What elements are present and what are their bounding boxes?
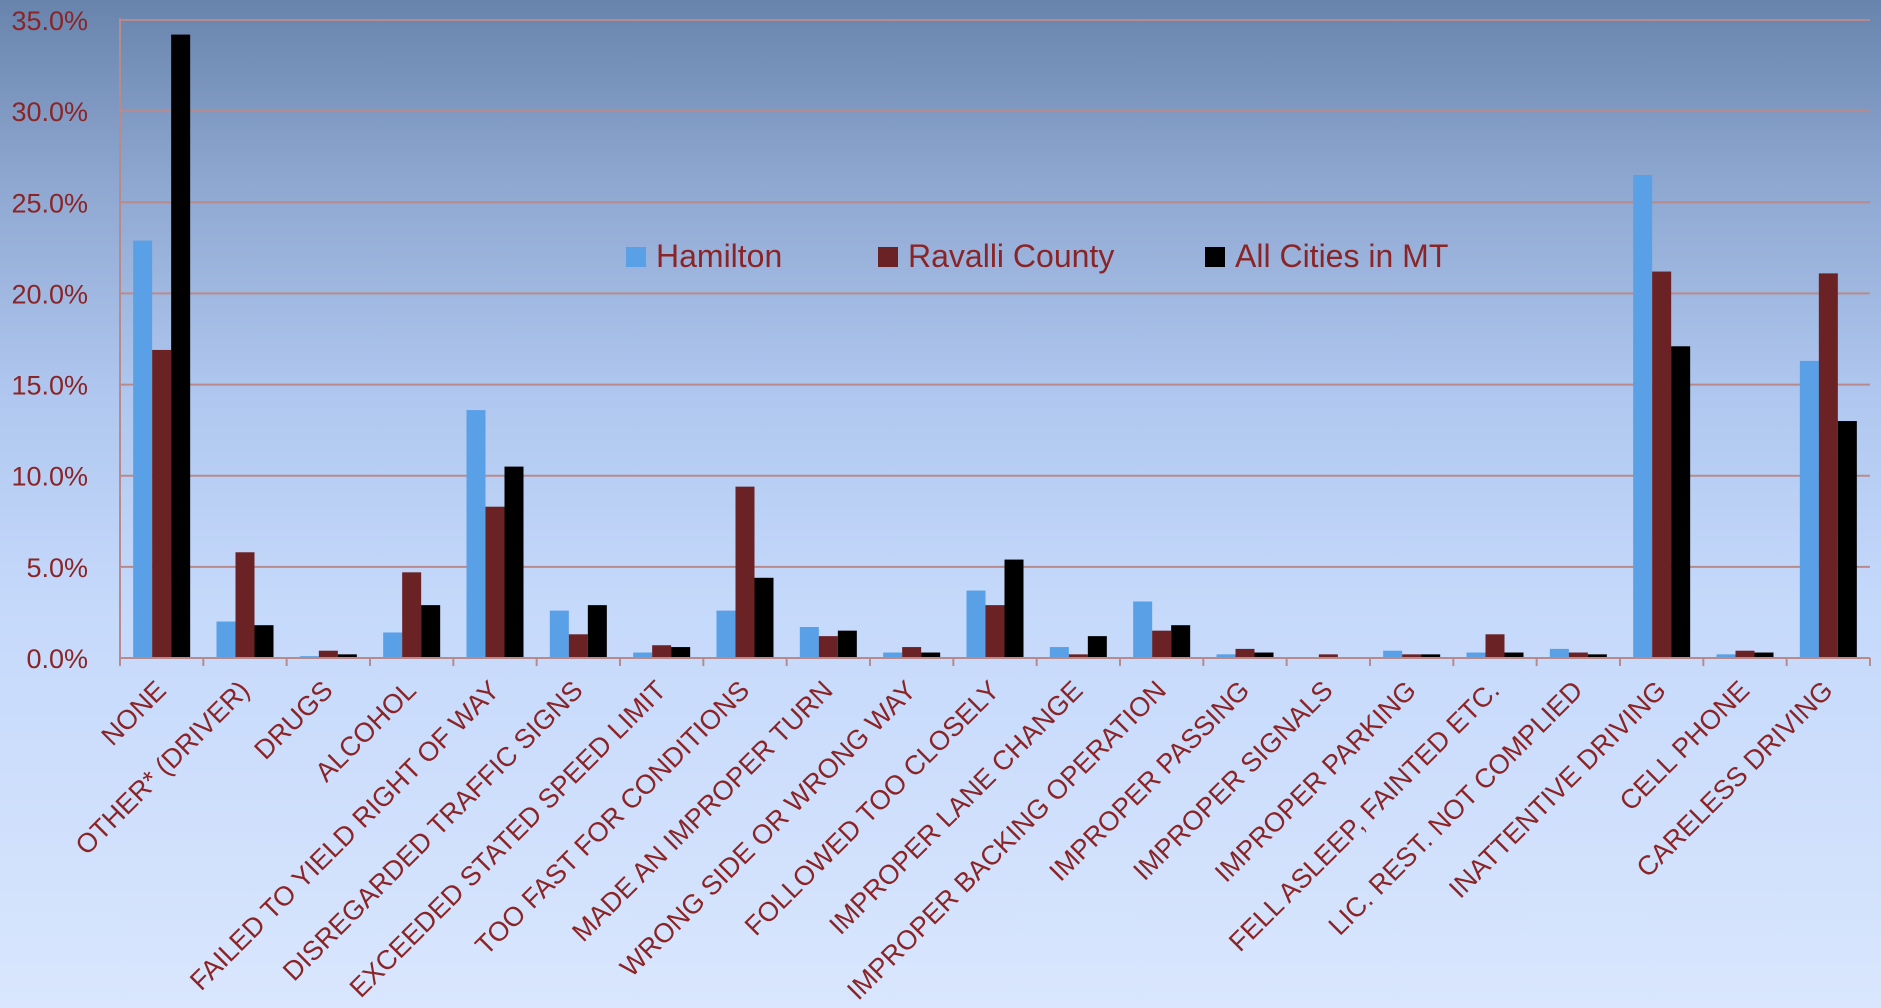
bar-hamilton (549, 610, 569, 658)
legend-swatch (1205, 247, 1225, 267)
bar-hamilton (216, 621, 236, 658)
bar-hamilton (1133, 601, 1153, 658)
y-tick-label: 0.0% (26, 644, 88, 674)
x-category-label: FAILED TO YIELD RIGHT OF WAY (184, 675, 505, 996)
bar-all-cities-in-mt (1837, 421, 1857, 658)
bar-ravalli-county (318, 650, 338, 658)
legend-label: Hamilton (656, 238, 782, 274)
bar-hamilton (883, 652, 903, 658)
y-axis-tick-labels: 0.0% 5.0% 10.0% 15.0% 20.0% 25.0% 30.0% 35.0% (11, 6, 88, 674)
bar-ravalli-county (735, 486, 755, 658)
bar-ravalli-county (402, 572, 422, 658)
y-tick-label: 30.0% (11, 97, 88, 127)
bar-all-cities-in-mt (754, 577, 774, 658)
bar-all-cities-in-mt (1671, 346, 1691, 658)
y-tick-label: 5.0% (26, 553, 88, 583)
y-tick-label: 10.0% (11, 462, 88, 492)
bar-hamilton (383, 632, 403, 658)
axes (119, 18, 1871, 666)
bar-ravalli-county (1068, 654, 1088, 658)
bars (133, 34, 1857, 658)
bar-hamilton (1216, 654, 1236, 658)
bar-all-cities-in-mt (1421, 654, 1441, 658)
bar-hamilton (1633, 174, 1653, 658)
x-category-label: WRONG SIDE OR WRONG WAY (614, 675, 922, 983)
bar-hamilton (1049, 647, 1069, 658)
bar-all-cities-in-mt (1504, 652, 1524, 658)
bar-all-cities-in-mt (504, 466, 524, 658)
legend-label: Ravalli County (908, 238, 1114, 274)
bar-all-cities-in-mt (1587, 654, 1607, 658)
bar-all-cities-in-mt (837, 630, 857, 658)
legend-swatch (878, 247, 898, 267)
bar-ravalli-county (1568, 652, 1588, 658)
bar-ravalli-county (1152, 630, 1172, 658)
bar-all-cities-in-mt (254, 625, 274, 658)
bar-ravalli-county (235, 552, 255, 658)
bar-hamilton (799, 627, 819, 658)
bar-ravalli-county (902, 647, 922, 658)
bar-all-cities-in-mt (921, 652, 941, 658)
bar-ravalli-county (568, 634, 588, 658)
bar-ravalli-county (1318, 654, 1338, 658)
bar-hamilton (133, 240, 153, 658)
legend-label: All Cities in MT (1235, 238, 1448, 274)
gridlines (120, 19, 1870, 568)
bar-all-cities-in-mt (1171, 625, 1191, 658)
bar-hamilton (1466, 652, 1486, 658)
bar-ravalli-county (152, 349, 172, 658)
bar-ravalli-county (485, 506, 505, 658)
x-category-label: DISREGARDED TRAFFIC SIGNS (277, 675, 589, 987)
bar-hamilton (966, 590, 986, 658)
bar-all-cities-in-mt (171, 34, 191, 658)
y-tick-label: 35.0% (11, 6, 88, 36)
bar-all-cities-in-mt (587, 605, 607, 658)
y-tick-label: 25.0% (11, 188, 88, 218)
bar-hamilton (1383, 650, 1403, 658)
bar-ravalli-county (1735, 650, 1755, 658)
bar-hamilton (466, 410, 486, 658)
bar-ravalli-county (1235, 648, 1255, 658)
x-category-label: NONE (96, 675, 172, 751)
bar-ravalli-county (818, 636, 838, 658)
y-tick-label: 20.0% (11, 279, 88, 309)
bar-all-cities-in-mt (1754, 652, 1774, 658)
bar-ravalli-county (985, 605, 1005, 658)
bar-ravalli-county (1485, 634, 1505, 658)
bar-all-cities-in-mt (1087, 636, 1107, 658)
bar-ravalli-county (652, 645, 672, 658)
legend: Hamilton Ravalli County All Cities in MT (626, 238, 1448, 274)
legend-swatch (626, 247, 646, 267)
bar-hamilton (1549, 648, 1569, 658)
bar-hamilton (633, 652, 653, 658)
bar-all-cities-in-mt (337, 654, 357, 658)
bar-hamilton (1716, 654, 1736, 658)
bar-hamilton (1799, 360, 1819, 658)
bar-ravalli-county (1818, 273, 1838, 658)
y-tick-label: 15.0% (11, 371, 88, 401)
bar-all-cities-in-mt (1004, 559, 1024, 658)
bar-all-cities-in-mt (421, 605, 441, 658)
bar-hamilton (716, 610, 736, 658)
bar-ravalli-county (1652, 271, 1672, 658)
bar-all-cities-in-mt (1254, 652, 1274, 658)
bar-all-cities-in-mt (671, 647, 691, 658)
bar-ravalli-county (1402, 654, 1422, 658)
